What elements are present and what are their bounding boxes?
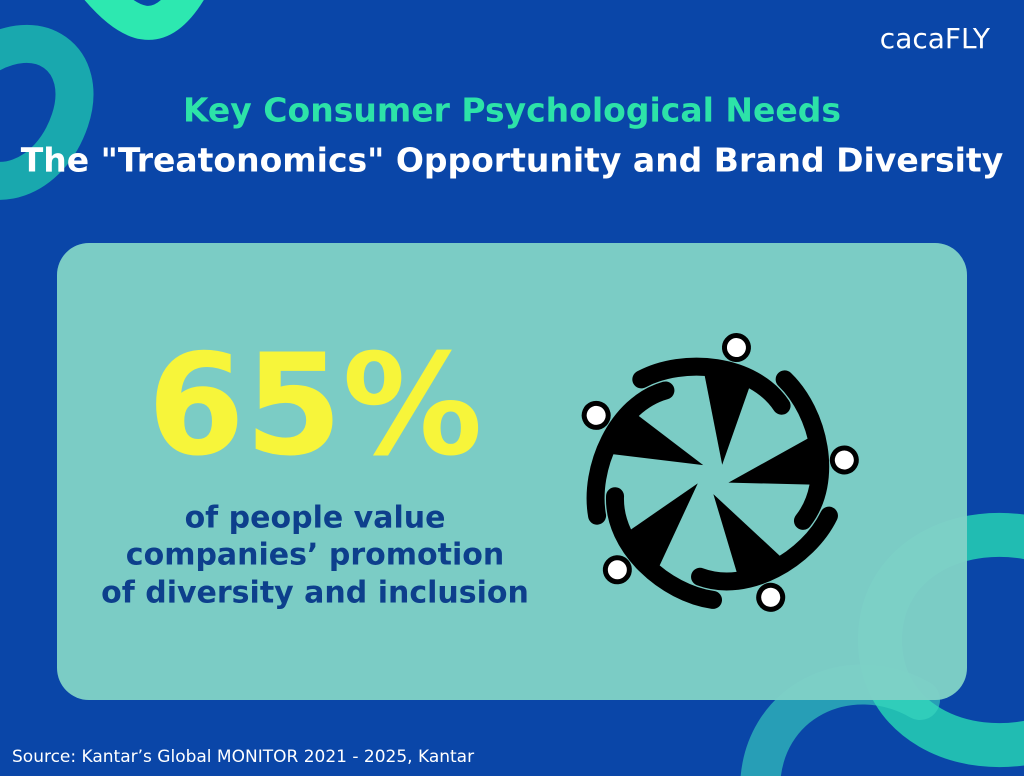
person	[581, 381, 704, 525]
description-line: of diversity and inclusion	[101, 576, 529, 611]
description-line: companies’ promotion	[126, 538, 504, 573]
person	[632, 333, 791, 465]
decoration-top-left	[0, 0, 204, 200]
diversity-icon	[581, 333, 859, 612]
subtitle: The "Treatonomics" Opportunity and Brand…	[21, 141, 1003, 180]
description-line: of people value	[185, 501, 446, 536]
person	[728, 370, 859, 530]
source: Source: Kantar’s Global MONITOR 2021 - 2…	[12, 747, 474, 767]
logo: cacaFLY	[880, 22, 991, 55]
person	[602, 483, 723, 609]
title: Key Consumer Psychological Needs	[183, 91, 841, 130]
person	[691, 494, 838, 612]
stat: 65%	[147, 325, 482, 488]
